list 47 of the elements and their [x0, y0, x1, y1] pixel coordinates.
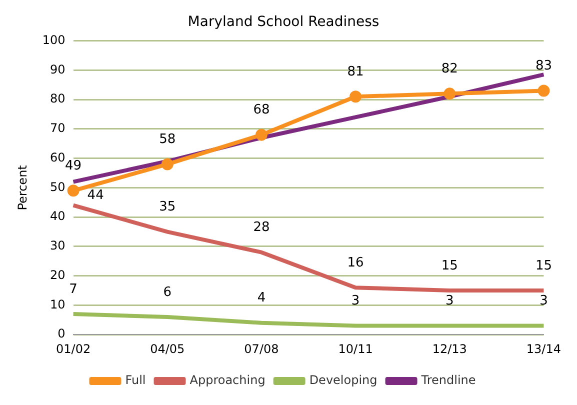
legend-label: Trendline — [420, 373, 476, 388]
legend-label: Approaching — [190, 373, 266, 388]
point — [350, 90, 362, 103]
x-tick-label: 13/14 — [526, 342, 562, 356]
y-tick-label: 0 — [58, 326, 66, 341]
data-label: 3 — [351, 294, 360, 309]
y-tick-label: 10 — [50, 297, 66, 312]
y-tick-label: 50 — [50, 180, 66, 194]
data-label: 82 — [441, 62, 458, 77]
data-label: 83 — [535, 58, 552, 74]
data-label: 15 — [441, 258, 458, 274]
y-tick-label: 70 — [50, 121, 66, 136]
x-tick-label: 07/08 — [244, 342, 279, 356]
data-label: 7 — [69, 282, 78, 297]
y-tick-label: 90 — [50, 62, 66, 76]
point — [538, 84, 550, 97]
y-tick-label: 100 — [42, 32, 66, 47]
y-tick-label: 20 — [50, 268, 66, 282]
x-tick-label: 01/02 — [56, 342, 91, 356]
data-label: 81 — [347, 64, 364, 80]
y-tick-label: 80 — [50, 92, 66, 106]
data-label: 15 — [535, 258, 552, 274]
data-label: 3 — [540, 294, 548, 309]
data-label: 44 — [87, 188, 104, 204]
data-label: 28 — [253, 220, 270, 236]
x-tick-label: 04/05 — [150, 342, 185, 356]
data-label: 3 — [445, 294, 454, 309]
data-label: 35 — [159, 200, 176, 215]
chart-title: Maryland School Readiness — [188, 14, 380, 30]
legend-label: Full — [125, 373, 146, 388]
data-label: 16 — [347, 255, 364, 270]
y-tick-label: 40 — [50, 209, 66, 224]
legend-label: Developing — [309, 373, 378, 388]
y-tick-label: 30 — [50, 238, 66, 253]
point — [67, 184, 80, 197]
x-tick-label: 12/13 — [432, 342, 467, 356]
point — [255, 128, 268, 141]
data-label: 58 — [159, 132, 176, 148]
point — [444, 88, 456, 100]
point — [161, 158, 174, 170]
x-tick-label: 10/11 — [338, 342, 373, 356]
data-label: 4 — [257, 290, 266, 306]
data-label: 68 — [253, 102, 270, 118]
y-tick-label: 60 — [50, 150, 66, 164]
data-label: 6 — [163, 284, 172, 300]
y-axis-title: Percent — [15, 164, 30, 210]
data-label: 49 — [65, 158, 82, 174]
